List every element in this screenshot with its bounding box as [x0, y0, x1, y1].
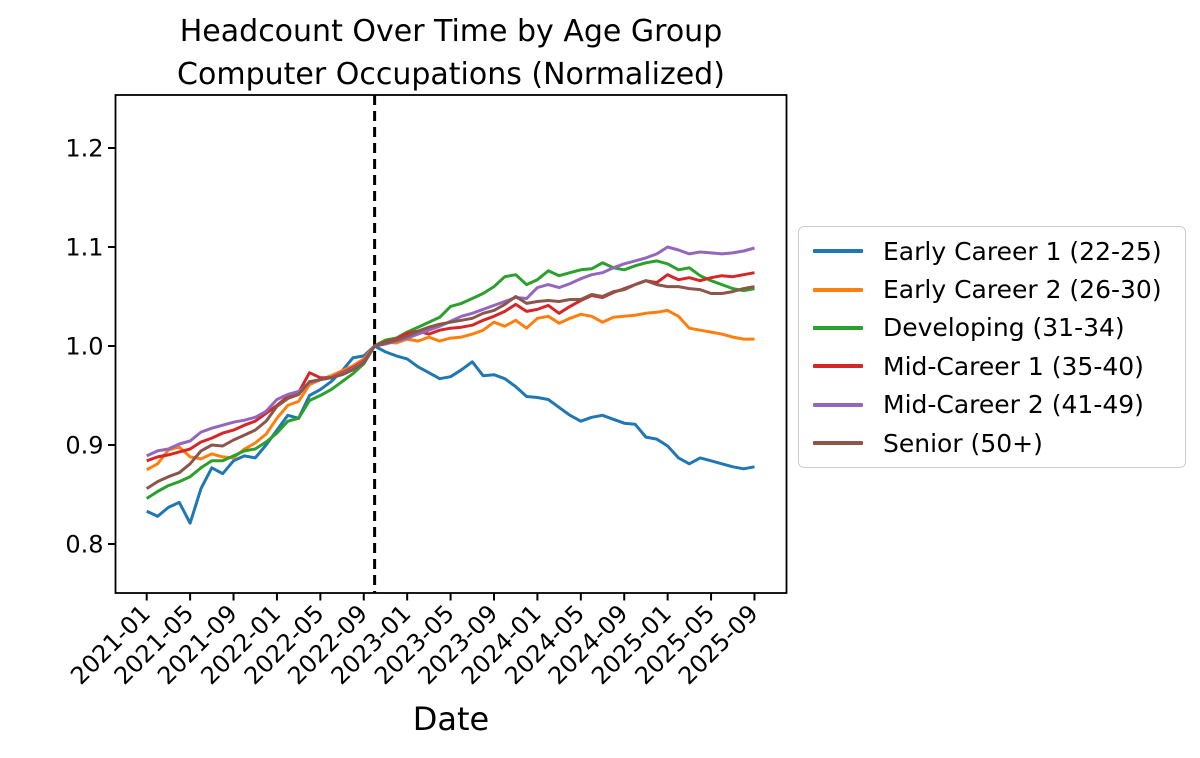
plot-frame	[114, 94, 788, 594]
y-tick-label: 0.8	[65, 531, 103, 559]
legend-label: Senior (50+)	[883, 428, 1043, 458]
legend-item: Mid-Career 2 (41-49)	[813, 386, 1185, 424]
y-tick-label: 1.0	[65, 333, 103, 361]
legend-label: Early Career 2 (26-30)	[883, 275, 1162, 305]
legend-item: Early Career 1 (22-25)	[813, 232, 1185, 270]
title-line-1: Headcount Over Time by Age Group	[179, 14, 723, 49]
legend-label: Mid-Career 1 (35-40)	[883, 351, 1144, 381]
legend-swatch-icon	[813, 402, 863, 407]
x-axis-title: Date	[412, 700, 490, 738]
legend-swatch-icon	[813, 364, 863, 369]
legend-swatch-icon	[813, 249, 863, 254]
series-line-3	[146, 271, 755, 463]
legend-item: Developing (31-34)	[813, 309, 1185, 347]
legend: Early Career 1 (22-25) Early Career 2 (26…	[798, 226, 1186, 469]
title-line-2: Computer Occupations (Normalized)	[177, 57, 725, 92]
legend-label: Early Career 1 (22-25)	[883, 236, 1162, 266]
legend-item: Mid-Career 1 (35-40)	[813, 347, 1185, 385]
legend-swatch-icon	[813, 287, 863, 292]
legend-swatch-icon	[813, 325, 863, 330]
series-line-1	[145, 308, 755, 472]
legend-item: Senior (50+)	[813, 424, 1185, 462]
legend-item: Early Career 2 (26-30)	[813, 270, 1185, 308]
page-title: Headcount Over Time by Age Group Compute…	[115, 10, 787, 96]
legend-swatch-icon	[813, 441, 863, 446]
legend-label: Developing (31-34)	[883, 313, 1125, 343]
y-tick-label: 1.2	[65, 135, 103, 163]
series-line-0	[146, 344, 755, 525]
series-line-2	[145, 259, 755, 500]
y-tick-label: 0.9	[65, 432, 103, 460]
series-line-5	[145, 279, 755, 490]
legend-label: Mid-Career 2 (41-49)	[883, 390, 1144, 420]
y-tick-label: 1.1	[65, 234, 103, 262]
